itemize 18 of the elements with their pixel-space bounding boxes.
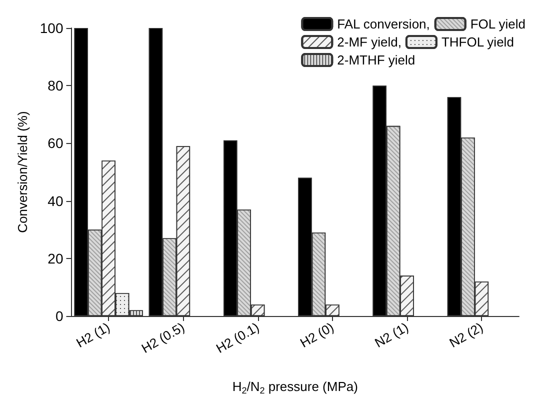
x-tick-label: H2 (1) xyxy=(74,320,112,351)
y-tick-label: 0 xyxy=(55,308,64,324)
x-tick-label: N2 (2) xyxy=(446,320,486,351)
legend-label: 2-MF yield, xyxy=(337,34,402,50)
legend-label: FOL yield xyxy=(470,16,526,32)
x-tick-label: H2 (0.5) xyxy=(138,320,187,356)
y-axis-title: Conversion/Yield (%) xyxy=(15,111,30,233)
legend-label: 2-MTHF yield xyxy=(337,52,416,68)
x-tick-label: H2 (0.1) xyxy=(213,320,262,356)
y-tick-label: 20 xyxy=(48,250,64,266)
x-tick-label: N2 (1) xyxy=(372,320,411,351)
legend-label: FAL conversion, xyxy=(337,16,430,32)
legend-label: THFOL yield xyxy=(441,34,514,50)
y-tick-label: 40 xyxy=(48,192,64,209)
y-tick-label: 60 xyxy=(48,135,64,152)
y-tick-label: 80 xyxy=(48,78,64,94)
y-tick-label: 100 xyxy=(40,20,64,36)
x-tick-label: H2 (0) xyxy=(297,320,336,351)
